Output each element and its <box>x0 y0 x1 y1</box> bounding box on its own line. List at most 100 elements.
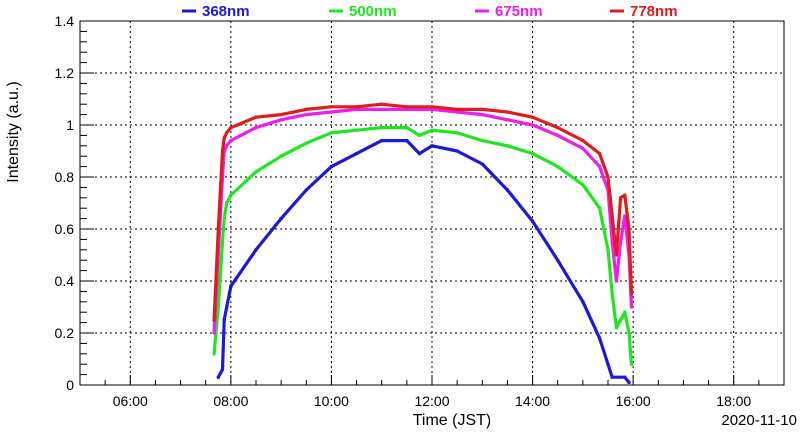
data-point <box>355 107 359 111</box>
data-point <box>581 146 585 150</box>
data-point <box>229 126 233 130</box>
data-point <box>531 123 535 127</box>
data-point <box>380 126 384 130</box>
data-point <box>556 258 560 262</box>
x-tick-label: 14:00 <box>515 393 550 409</box>
data-point <box>505 144 509 148</box>
data-point <box>405 126 409 130</box>
data-point <box>455 107 459 111</box>
data-point <box>619 240 623 244</box>
data-point <box>480 139 484 143</box>
data-point <box>531 219 535 223</box>
y-tick-label: 0.6 <box>55 221 75 237</box>
data-point <box>598 206 602 210</box>
data-point <box>212 352 216 356</box>
data-point <box>222 136 226 140</box>
x-tick-label: 06:00 <box>113 393 148 409</box>
data-point <box>355 128 359 132</box>
data-point <box>610 292 614 296</box>
series-368nm <box>216 139 631 384</box>
data-point <box>216 305 220 309</box>
data-point <box>225 201 229 205</box>
data-point <box>629 362 633 366</box>
data-point <box>606 248 610 252</box>
data-point <box>619 318 623 322</box>
data-point <box>216 227 220 231</box>
data-point <box>355 105 359 109</box>
data-point <box>606 362 610 366</box>
y-axis-title: Intensity (a.u.) <box>5 81 22 182</box>
data-point <box>220 240 224 244</box>
data-point <box>629 292 633 296</box>
data-point <box>556 165 560 169</box>
data-point <box>480 113 484 117</box>
data-point <box>329 131 333 135</box>
data-point <box>225 305 229 309</box>
data-point <box>405 107 409 111</box>
data-point <box>627 331 631 335</box>
data-point <box>229 139 233 143</box>
x-tick-label: 16:00 <box>616 393 651 409</box>
data-point <box>614 279 618 283</box>
data-point <box>380 102 384 106</box>
data-point <box>610 214 614 218</box>
x-axis-title: Time (JST) <box>413 412 492 429</box>
data-point <box>254 248 258 252</box>
data-point <box>598 336 602 340</box>
x-tick-label: 12:00 <box>414 393 449 409</box>
data-point <box>222 318 226 322</box>
x-tick-label: 10:00 <box>314 393 349 409</box>
data-point <box>581 183 585 187</box>
data-point <box>304 141 308 145</box>
legend-item: 675nm <box>475 3 543 20</box>
legend: 368nm 500nm 675nm 778nm <box>182 3 678 20</box>
data-point <box>329 110 333 114</box>
data-point <box>480 107 484 111</box>
data-point <box>229 284 233 288</box>
data-point <box>279 113 283 117</box>
legend-item: 500nm <box>329 3 397 20</box>
y-tick-label: 0.2 <box>55 325 75 341</box>
data-point <box>610 375 614 379</box>
y-tick-label: 1.4 <box>55 13 75 29</box>
series-line <box>212 107 634 335</box>
data-point <box>629 305 633 309</box>
data-point <box>329 165 333 169</box>
data-point <box>531 115 535 119</box>
data-point <box>417 133 421 137</box>
data-point <box>505 118 509 122</box>
series-778nm <box>212 102 634 322</box>
data-point <box>430 144 434 148</box>
data-point <box>598 165 602 169</box>
data-point <box>216 375 220 379</box>
data-point <box>254 126 258 130</box>
data-point <box>556 126 560 130</box>
data-series <box>212 102 634 384</box>
x-tick-label: 08:00 <box>213 393 248 409</box>
data-point <box>430 107 434 111</box>
data-point <box>430 105 434 109</box>
data-point <box>254 170 258 174</box>
legend-label: 500nm <box>349 3 397 20</box>
data-point <box>279 118 283 122</box>
data-point <box>619 196 623 200</box>
data-point <box>380 107 384 111</box>
data-point <box>581 300 585 304</box>
data-point <box>355 152 359 156</box>
data-point <box>627 380 631 384</box>
data-point <box>417 152 421 156</box>
y-tick-label: 1.2 <box>55 65 75 81</box>
data-point <box>254 115 258 119</box>
data-point <box>455 131 459 135</box>
data-point <box>220 149 224 153</box>
data-point <box>225 131 229 135</box>
legend-label: 368nm <box>202 3 250 20</box>
data-point <box>430 128 434 132</box>
data-point <box>531 152 535 156</box>
data-point <box>380 139 384 143</box>
y-tick-label: 0.8 <box>55 169 75 185</box>
data-point <box>627 227 631 231</box>
data-point <box>505 110 509 114</box>
